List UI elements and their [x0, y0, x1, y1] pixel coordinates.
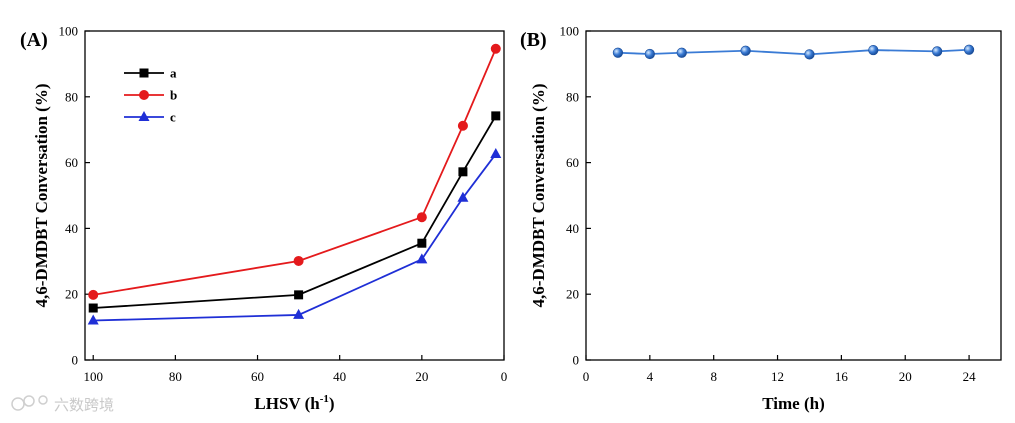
data-point-c [87, 314, 99, 325]
y-tick-label: 100 [560, 24, 580, 39]
y-tick-label: 20 [566, 287, 579, 302]
y-axis-title: 4,6-DMDBT Conversation (%) [32, 84, 51, 308]
series-line-a [93, 115, 497, 309]
data-point-stability [740, 45, 751, 56]
y-tick-label: 40 [65, 221, 78, 236]
x-tick-label: 8 [710, 369, 717, 384]
data-point-c [490, 148, 502, 159]
y-tick-label: 80 [566, 89, 579, 104]
data-point-stability [932, 46, 943, 57]
x-tick-label: 80 [169, 369, 182, 384]
data-point-stability [868, 44, 879, 56]
x-tick-label: 4 [647, 369, 654, 384]
y-tick-label: 40 [566, 221, 579, 236]
y-tick-label: 60 [65, 155, 78, 170]
watermark-logo-icon [11, 397, 25, 411]
legend: abc [124, 66, 177, 125]
panel-label: (A) [20, 29, 48, 51]
chart-panel-b: 0 20 40 60 80 100 0 4 8 12 16 20 24 Time (h) 4,6-DMDBT… [520, 24, 1002, 413]
x-tick-label: 12 [771, 369, 784, 384]
data-point-a [458, 167, 468, 177]
panel-label: (B) [520, 29, 547, 51]
x-tick-label: 100 [83, 369, 103, 384]
legend-label-b: b [170, 88, 177, 103]
data-point-stability [804, 49, 815, 60]
chart-panel-a: 0 20 40 60 80 100 100 80 60 40 20 0 LHSV (h-1) 4,6-DM… [20, 24, 507, 414]
watermark-logo-icon-3 [38, 395, 48, 405]
data-point-a [88, 303, 98, 313]
y-axis-title: 4,6-DMDBT Conversation (%) [529, 84, 548, 308]
x-tick-label: 0 [583, 369, 590, 384]
legend-label-a: a [170, 66, 177, 81]
x-tick-label: 40 [333, 369, 346, 384]
legend-label-c: c [170, 110, 176, 125]
x-tick-label: 20 [415, 369, 428, 384]
y-tick-label: 80 [65, 89, 78, 104]
data-point-stability [963, 44, 975, 55]
data-point-a [139, 68, 149, 78]
series-line-b [93, 48, 497, 296]
series-a [88, 111, 501, 313]
series-c [87, 148, 502, 325]
x-tick-label: 60 [251, 369, 264, 384]
data-point-a [294, 290, 304, 300]
data-point-b [88, 289, 99, 300]
data-point-stability [612, 47, 624, 58]
x-tick-label: 24 [963, 369, 977, 384]
data-point-c [416, 253, 428, 264]
data-point-b [139, 90, 149, 100]
data-point-c [138, 111, 150, 121]
x-axis-title: LHSV (h-1) [254, 393, 334, 413]
watermark: 六数跨境 [11, 395, 114, 414]
data-point-c [293, 308, 305, 319]
y-tick-label: 0 [72, 353, 79, 368]
data-point-b [293, 255, 304, 266]
y-tick-label: 60 [566, 155, 579, 170]
watermark-text: 六数跨境 [54, 396, 114, 414]
x-axis-title: Time (h) [762, 394, 825, 413]
data-point-b [416, 212, 427, 223]
y-tick-label: 20 [65, 287, 78, 302]
watermark-logo-icon-2 [23, 395, 35, 407]
series-line-stability [617, 48, 970, 56]
data-point-b [457, 120, 468, 131]
series-b [88, 43, 501, 300]
data-point-b [490, 43, 501, 54]
plot-frame [84, 30, 505, 361]
data-point-c [457, 191, 469, 202]
data-point-a [417, 238, 427, 248]
plot-frame [585, 30, 1002, 361]
y-tick-label: 0 [573, 353, 580, 368]
data-point-stability [644, 48, 655, 60]
data-point-stability [676, 47, 687, 58]
data-point-a [491, 111, 501, 121]
x-tick-label: 16 [835, 369, 849, 384]
series-stability [612, 44, 975, 60]
x-tick-label: 20 [899, 369, 912, 384]
x-tick-label: 0 [501, 369, 508, 384]
y-tick-label: 100 [59, 24, 79, 39]
